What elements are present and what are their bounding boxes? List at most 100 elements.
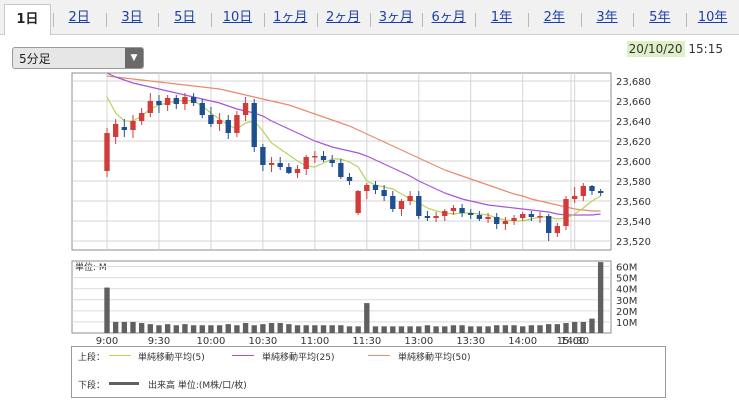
- tab-13[interactable]: 10年: [697, 10, 728, 25]
- tab-1[interactable]: 2日: [68, 10, 90, 25]
- volume-bar: [545, 324, 552, 333]
- volume-bar: [442, 326, 448, 333]
- time-tick-label: 14:00: [508, 336, 537, 347]
- volume-bar: [554, 324, 561, 333]
- candle-body: [485, 217, 491, 219]
- volume-bar: [459, 325, 465, 333]
- tab-separator: [263, 13, 265, 27]
- candle-body: [208, 115, 214, 124]
- legend-ma5-label: 単純移動平均(5): [138, 353, 205, 363]
- tab-5[interactable]: 1ヶ月: [273, 10, 308, 25]
- volume-tick-label: 20M: [616, 307, 637, 318]
- price-tick-label: 23,640: [616, 117, 651, 128]
- candle-body: [571, 196, 578, 199]
- time-tick-label: 10:30: [248, 336, 277, 347]
- volume-bar: [156, 325, 162, 333]
- candle-body: [468, 213, 474, 215]
- candle-body: [277, 163, 283, 167]
- candle-body: [494, 217, 500, 224]
- tab-12[interactable]: 5年: [649, 10, 671, 25]
- volume-tick-label: 50M: [616, 274, 637, 285]
- chevron-down-icon[interactable]: ▼: [125, 48, 143, 68]
- volume-bar: [468, 326, 474, 333]
- volume-bar: [346, 326, 353, 333]
- legend-lower-label: 下段：: [78, 381, 106, 391]
- legend-ma25-swatch: [232, 355, 254, 356]
- candle-body: [580, 186, 587, 196]
- candle-body: [329, 160, 335, 163]
- volume-bar: [260, 324, 266, 333]
- candle-body: [442, 211, 448, 216]
- candle-body: [476, 215, 483, 219]
- volume-bar: [173, 325, 179, 333]
- tab-2[interactable]: 3日: [121, 10, 143, 25]
- ma50-line: [106, 75, 601, 212]
- tab-3[interactable]: 5日: [174, 10, 196, 25]
- volume-bar: [485, 326, 491, 333]
- volume-bar: [571, 321, 578, 333]
- volume-bar: [580, 321, 587, 333]
- volume-bar: [416, 326, 422, 333]
- candle-body: [563, 199, 569, 226]
- candle-body: [225, 120, 231, 133]
- candle-body: [234, 115, 240, 133]
- legend-ma50-swatch: [368, 355, 390, 356]
- price-tick-label: 23,660: [616, 97, 651, 108]
- tab-separator: [105, 13, 107, 27]
- volume-bar: [329, 325, 335, 333]
- volume-bar: [537, 325, 543, 333]
- tab-separator: [633, 13, 635, 27]
- volume-bar: [138, 323, 145, 333]
- tab-separator: [52, 13, 54, 27]
- candle-body: [286, 167, 292, 173]
- volume-bar: [433, 326, 439, 333]
- volume-tick-label: 30M: [616, 296, 637, 307]
- volume-bar: [234, 325, 240, 333]
- ma5-line: [106, 96, 601, 222]
- time-tick-label: 13:30: [456, 336, 485, 347]
- volume-bar: [277, 323, 283, 333]
- volume-panel-frame: [71, 260, 612, 334]
- interval-select[interactable]: 5分足 ▼: [12, 47, 144, 69]
- candle-body: [182, 97, 188, 104]
- tab-0[interactable]: 1日: [4, 4, 51, 35]
- price-tick-label: 23,600: [616, 157, 651, 168]
- time-text: 15:15: [688, 42, 723, 56]
- candle-body: [164, 98, 171, 105]
- price-tick-label: 23,540: [616, 217, 651, 228]
- legend-ma50-label: 単純移動平均(50): [398, 353, 471, 363]
- candle-body: [138, 113, 145, 121]
- date-text: 20/10/20: [626, 41, 685, 57]
- candle-body: [589, 186, 595, 191]
- volume-tick-label: 10M: [616, 318, 637, 329]
- candle-body: [450, 208, 457, 211]
- candle-body: [294, 169, 301, 173]
- time-tick-label: 10:00: [197, 336, 226, 347]
- candle-body: [355, 191, 361, 213]
- volume-bar: [398, 326, 405, 333]
- candle-body: [372, 185, 379, 190]
- tab-11[interactable]: 3年: [596, 10, 618, 25]
- candle-body: [121, 127, 128, 130]
- time-tick-label: 11:00: [300, 336, 329, 347]
- candle-body: [156, 101, 162, 105]
- volume-bar: [494, 325, 500, 333]
- tab-7[interactable]: 3ヶ月: [378, 10, 414, 25]
- volume-bar: [182, 324, 188, 333]
- tab-4[interactable]: 10日: [222, 10, 253, 25]
- tab-9[interactable]: 1年: [490, 10, 513, 25]
- tab-6[interactable]: 2ヶ月: [325, 10, 361, 25]
- candle-body: [173, 98, 179, 104]
- tab-8[interactable]: 6ヶ月: [431, 10, 466, 25]
- candle-body: [502, 221, 509, 224]
- candle-body: [545, 216, 552, 233]
- candle-body: [398, 201, 405, 209]
- volume-bar: [450, 325, 457, 333]
- candle-body: [104, 133, 110, 171]
- volume-bar: [364, 303, 370, 333]
- tab-10[interactable]: 2年: [543, 10, 565, 25]
- volume-bar: [121, 321, 128, 333]
- candle-body: [112, 124, 119, 137]
- volume-bar: [520, 326, 526, 333]
- candle-body: [390, 196, 396, 209]
